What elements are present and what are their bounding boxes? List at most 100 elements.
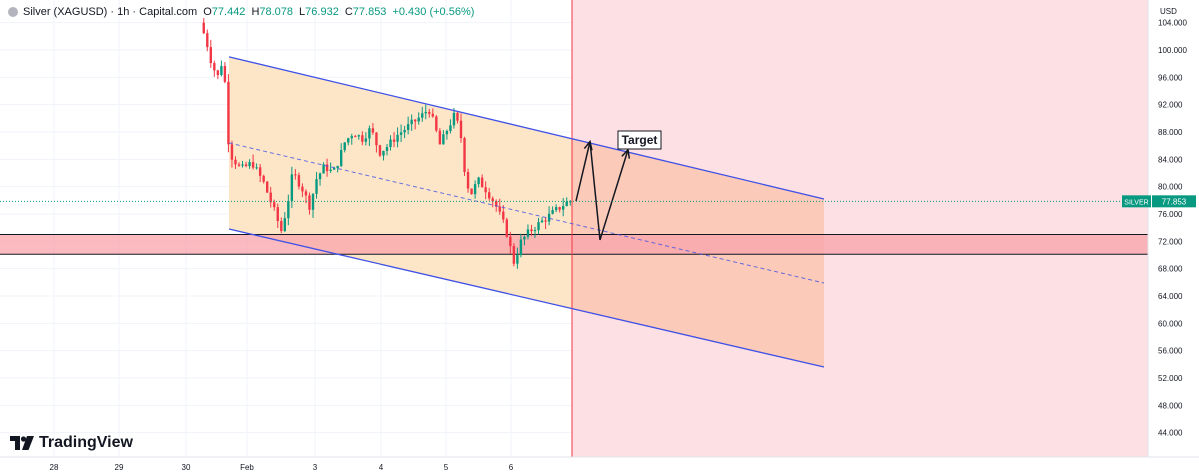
channel-midline[interactable]: [228, 142, 825, 284]
tradingview-icon: [10, 436, 34, 450]
candle-down: [509, 236, 512, 247]
price-tick-label: 52.000: [1158, 374, 1183, 383]
candle-series: [202, 18, 572, 269]
candle-up: [424, 111, 427, 114]
symbol-title[interactable]: Silver (XAGUSD) · 1h · Capital.com: [23, 6, 198, 18]
candle-up: [442, 134, 445, 145]
time-tick-label: 28: [50, 463, 59, 472]
candle-up: [357, 135, 361, 137]
symbol-badge-label: SILVER: [1124, 199, 1148, 206]
candle-up: [368, 128, 371, 139]
price-tick-label: 104.000: [1158, 19, 1187, 28]
candle-down: [325, 164, 329, 172]
time-tick-label: 29: [115, 463, 124, 472]
candle-up: [452, 112, 456, 126]
candle-up: [547, 213, 551, 222]
candle-up: [523, 236, 526, 240]
candle-down: [392, 139, 396, 142]
current-price-badge: [1152, 195, 1196, 208]
candle-up: [551, 210, 554, 214]
target-arrowhead-2: [621, 148, 631, 159]
price-tick-label: 44.000: [1158, 429, 1183, 438]
target-path[interactable]: [575, 141, 629, 241]
candle-down: [269, 192, 272, 203]
candle-down: [378, 145, 382, 156]
candle-down: [276, 207, 279, 222]
candle-down: [308, 195, 311, 210]
tradingview-logo[interactable]: TradingView: [10, 434, 133, 452]
candle-up: [561, 205, 565, 210]
price-tick-label: 64.000: [1158, 292, 1183, 301]
candle-down: [216, 70, 220, 76]
candle-up: [565, 201, 568, 206]
candle-down: [361, 135, 364, 142]
open-value: 77.442: [211, 6, 246, 18]
channel-lower-line[interactable]: [228, 228, 825, 368]
candle-down: [530, 229, 533, 232]
chart-background-layer: [0, 0, 1148, 457]
change-value: +0.430 (+0.56%): [392, 6, 475, 18]
candle-down: [558, 207, 561, 210]
candle-down: [480, 177, 484, 188]
close-label: C: [344, 6, 353, 18]
candle-down: [544, 220, 547, 222]
candle-up: [287, 200, 290, 219]
price-tick-label: 100.000: [1158, 46, 1187, 55]
candle-up: [406, 124, 410, 130]
candle-up: [421, 113, 424, 118]
candle-down: [301, 186, 304, 192]
candle-down: [512, 246, 516, 264]
candle-up: [445, 131, 449, 135]
candle-up: [554, 207, 558, 211]
support-zone[interactable]: [0, 234, 1148, 255]
brand-name: TradingView: [39, 434, 133, 451]
candle-up: [220, 66, 223, 76]
candle-down: [459, 120, 463, 139]
target-label: Target: [622, 133, 658, 147]
price-tick-label: 76.000: [1158, 210, 1183, 219]
candle-up: [533, 230, 537, 232]
price-tick-label: 68.000: [1158, 265, 1183, 274]
candle-up: [526, 229, 530, 237]
price-tick-label: 92.000: [1158, 101, 1183, 110]
candle-up: [537, 222, 540, 231]
candle-down: [209, 47, 213, 64]
candle-up: [449, 125, 452, 132]
candle-down: [456, 112, 459, 121]
candle-down: [234, 159, 237, 165]
candle-down: [484, 187, 487, 193]
candle-down: [470, 188, 473, 195]
chart-header: Silver (XAGUSD) · 1h · Capital.com O 77.4…: [8, 4, 474, 20]
candle-down: [273, 202, 276, 208]
candle-up: [389, 139, 392, 148]
candle-down: [413, 119, 417, 122]
candle-down: [265, 181, 269, 193]
candle-up: [318, 173, 322, 180]
candle-down: [227, 81, 230, 145]
channel-upper-line[interactable]: [228, 56, 825, 200]
candle-down: [297, 175, 301, 187]
candle-down: [244, 164, 248, 167]
time-tick-label: 5: [444, 463, 449, 472]
channel-fill: [229, 56, 572, 309]
target-arrowhead-1: [583, 139, 593, 151]
candle-up: [332, 168, 336, 170]
candle-down: [223, 66, 227, 82]
symbol-price-badge: [1122, 195, 1151, 208]
candle-up: [248, 162, 251, 167]
candle-up: [315, 179, 318, 194]
candle-down: [237, 164, 241, 166]
time-tick-label: 3: [313, 463, 318, 472]
candle-up: [283, 218, 287, 232]
candle-down: [487, 192, 491, 199]
candle-up: [339, 150, 343, 166]
candle-up: [396, 134, 399, 142]
candle-down: [431, 113, 435, 117]
target-label-box[interactable]: [617, 130, 662, 150]
candle-up: [336, 165, 339, 169]
price-tick-label: 80.000: [1158, 183, 1183, 192]
drawing-overlay[interactable]: Target: [0, 56, 1148, 368]
candle-up: [410, 119, 413, 125]
